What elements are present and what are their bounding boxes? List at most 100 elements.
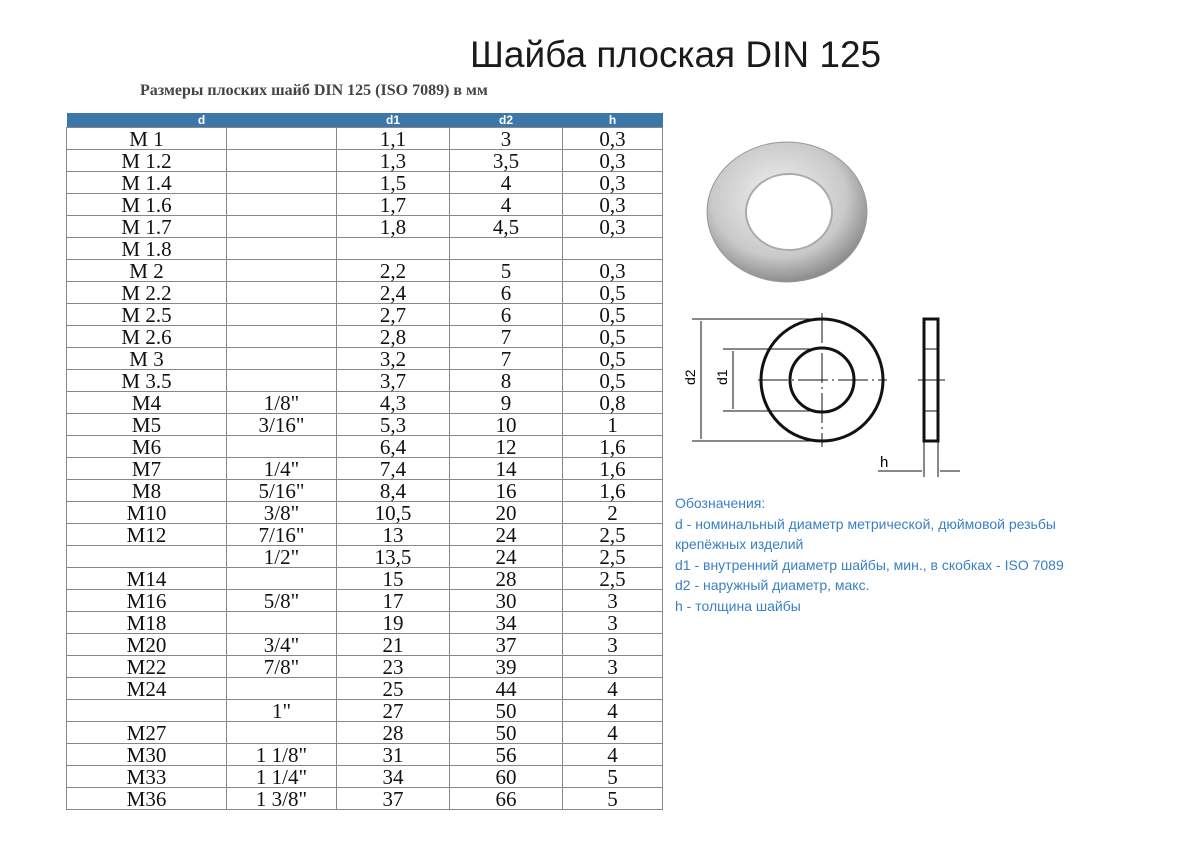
legend: Обозначения: d - номинальный диаметр мет… bbox=[675, 493, 1064, 616]
inch-size: 3/4" bbox=[226, 633, 337, 656]
table-row: M 3.5 3,7 8 0,5 bbox=[66, 369, 663, 392]
table-row: M4 1/8" 4,3 9 0,8 bbox=[66, 391, 663, 414]
table-row: M20 3/4" 21 37 3 bbox=[66, 633, 663, 656]
d1-value: 3,2 bbox=[336, 347, 450, 370]
metric-size: M18 bbox=[66, 611, 227, 634]
inch-size bbox=[226, 171, 337, 194]
h-value: 4 bbox=[562, 677, 663, 700]
d1-value: 1,5 bbox=[336, 171, 450, 194]
d2-label: d2 bbox=[682, 369, 698, 385]
h-value: 0,3 bbox=[562, 127, 663, 150]
table-row: M30 1 1/8" 31 56 4 bbox=[66, 743, 663, 766]
metric-size: M 1.2 bbox=[66, 149, 227, 172]
table-row: M 1.4 1,5 4 0,3 bbox=[66, 171, 663, 194]
d1-value: 23 bbox=[336, 655, 450, 678]
d1-value: 37 bbox=[336, 787, 450, 810]
legend-line: h - толщина шайбы bbox=[675, 597, 801, 614]
inch-size bbox=[226, 721, 337, 744]
table-header: d d1 d2 h bbox=[66, 113, 663, 128]
d1-value bbox=[336, 237, 450, 260]
metric-size bbox=[66, 545, 227, 568]
h-value: 0,3 bbox=[562, 193, 663, 216]
table-row: M 1.7 1,8 4,5 0,3 bbox=[66, 215, 663, 238]
table-row: M 1 1,1 3 0,3 bbox=[66, 127, 663, 150]
h-value: 2,5 bbox=[562, 567, 663, 590]
d2-value: 14 bbox=[449, 457, 563, 480]
d2-value: 6 bbox=[449, 303, 563, 326]
table-row: M5 3/16" 5,3 10 1 bbox=[66, 413, 663, 436]
d2-value: 7 bbox=[449, 347, 563, 370]
d2-value: 24 bbox=[449, 545, 563, 568]
h-value: 5 bbox=[562, 787, 663, 810]
h-value: 1 bbox=[562, 413, 663, 436]
table-row: M 2.6 2,8 7 0,5 bbox=[66, 325, 663, 348]
d1-value: 19 bbox=[336, 611, 450, 634]
metric-size: M24 bbox=[66, 677, 227, 700]
d2-value: 10 bbox=[449, 413, 563, 436]
d1-value: 8,4 bbox=[336, 479, 450, 502]
metric-size: M22 bbox=[66, 655, 227, 678]
metric-size: M 1 bbox=[66, 127, 227, 150]
d2-value: 7 bbox=[449, 325, 563, 348]
d1-value: 21 bbox=[336, 633, 450, 656]
inch-size: 1 1/4" bbox=[226, 765, 337, 788]
table-row: M 2.5 2,7 6 0,5 bbox=[66, 303, 663, 326]
d1-value: 5,3 bbox=[336, 413, 450, 436]
h-value: 3 bbox=[562, 633, 663, 656]
inch-size bbox=[226, 215, 337, 238]
inch-size bbox=[226, 435, 337, 458]
d1-value: 6,4 bbox=[336, 435, 450, 458]
d1-value: 1,8 bbox=[336, 215, 450, 238]
inch-size: 3/16" bbox=[226, 413, 337, 436]
legend-line: d - номинальный диаметр метрической, дюй… bbox=[675, 515, 1056, 532]
d2-value: 3 bbox=[449, 127, 563, 150]
d1-value: 4,3 bbox=[336, 391, 450, 414]
metric-size: M 1.8 bbox=[66, 237, 227, 260]
table-row: M 1.2 1,3 3,5 0,3 bbox=[66, 149, 663, 172]
h-value: 0,5 bbox=[562, 347, 663, 370]
table-row: M27 28 50 4 bbox=[66, 721, 663, 744]
metric-size: M33 bbox=[66, 765, 227, 788]
d1-value: 10,5 bbox=[336, 501, 450, 524]
inch-size: 1/8" bbox=[226, 391, 337, 414]
d1-value: 1,3 bbox=[336, 149, 450, 172]
h-value: 2,5 bbox=[562, 545, 663, 568]
table-row: M24 25 44 4 bbox=[66, 677, 663, 700]
h-value: 3 bbox=[562, 589, 663, 612]
d2-value: 28 bbox=[449, 567, 563, 590]
d1-value: 31 bbox=[336, 743, 450, 766]
d2-value: 6 bbox=[449, 281, 563, 304]
inch-size bbox=[226, 281, 337, 304]
inch-size: 7/8" bbox=[226, 655, 337, 678]
table-row: M8 5/16" 8,4 16 1,6 bbox=[66, 479, 663, 502]
d1-value: 13 bbox=[336, 523, 450, 546]
d2-value: 39 bbox=[449, 655, 563, 678]
d1-value: 34 bbox=[336, 765, 450, 788]
table-row: M7 1/4" 7,4 14 1,6 bbox=[66, 457, 663, 480]
table-row: M14 15 28 2,5 bbox=[66, 567, 663, 590]
metric-size: M36 bbox=[66, 787, 227, 810]
d2-value: 8 bbox=[449, 369, 563, 392]
d1-label: d1 bbox=[714, 369, 730, 385]
table-row: M16 5/8" 17 30 3 bbox=[66, 589, 663, 612]
inch-size: 1" bbox=[226, 699, 337, 722]
inch-size: 5/16" bbox=[226, 479, 337, 502]
metric-size: M 2.5 bbox=[66, 303, 227, 326]
metric-size: M 2.2 bbox=[66, 281, 227, 304]
dimensions-table: d d1 d2 h M 1 1,1 3 0,3 M 1.2 1,3 3,5 0,3 M 1.4 1… bbox=[66, 113, 663, 810]
header-h: h bbox=[562, 113, 663, 128]
inch-size bbox=[226, 611, 337, 634]
metric-size: M27 bbox=[66, 721, 227, 744]
d1-value: 3,7 bbox=[336, 369, 450, 392]
d1-value: 2,7 bbox=[336, 303, 450, 326]
d1-value: 15 bbox=[336, 567, 450, 590]
d2-value: 66 bbox=[449, 787, 563, 810]
table-row: M22 7/8" 23 39 3 bbox=[66, 655, 663, 678]
metric-size: M16 bbox=[66, 589, 227, 612]
inch-size bbox=[226, 567, 337, 590]
h-value bbox=[562, 237, 663, 260]
h-value: 2 bbox=[562, 501, 663, 524]
d2-value: 44 bbox=[449, 677, 563, 700]
d2-value: 20 bbox=[449, 501, 563, 524]
metric-size: M 3.5 bbox=[66, 369, 227, 392]
